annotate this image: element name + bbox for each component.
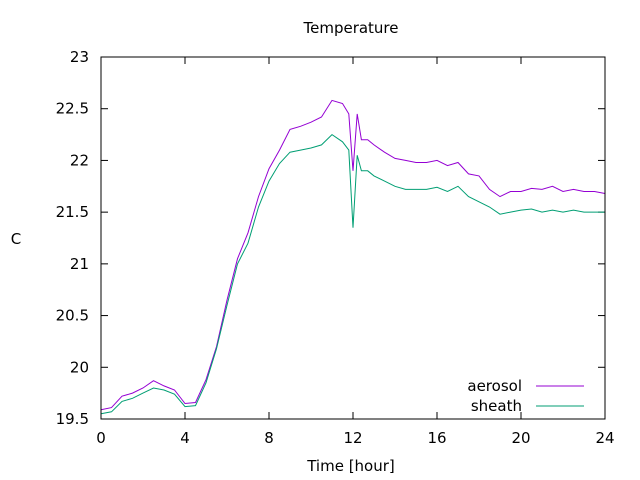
y-tick-label: 22.5 [56,100,89,118]
chart-title: Temperature [302,19,398,37]
legend-label-sheath: sheath [471,397,522,415]
x-tick-label: 4 [180,429,190,447]
x-tick-label: 12 [343,429,362,447]
y-tick-label: 20 [70,358,89,376]
series-layer [100,99,606,415]
x-tick-label: 20 [511,429,530,447]
y-tick-label: 21 [70,255,89,273]
y-tick-label: 20.5 [56,307,89,325]
x-tick-label: 8 [264,429,274,447]
y-axis-label: C [11,230,21,248]
series-line-aerosol [100,99,606,411]
x-axis-label: Time [hour] [306,457,395,475]
legend-label-aerosol: aerosol [467,377,522,395]
x-tick-label: 24 [595,429,614,447]
axis-ticks: 0 4 8 12 16 20 24 19.5 20 20.5 21 21.5 22 22.5 23 [56,48,615,447]
series-line-sheath [100,133,605,415]
x-tick-label: 16 [427,429,446,447]
y-tick-label: 22 [70,151,89,169]
y-tick-label: 23 [70,48,89,66]
plot-frame [100,56,606,420]
y-tick-label: 19.5 [56,410,89,428]
legend: aerosol sheath [467,377,584,415]
x-tick-label: 0 [96,429,106,447]
y-tick-label: 21.5 [56,203,89,221]
